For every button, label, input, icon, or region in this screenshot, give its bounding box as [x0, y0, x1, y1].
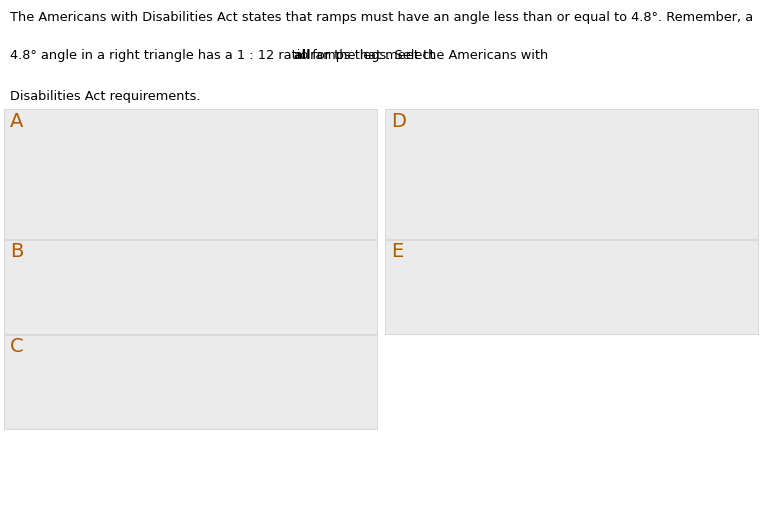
Text: D: D [391, 112, 406, 131]
Text: 120: 120 [171, 396, 193, 409]
Text: E: E [391, 242, 403, 261]
Text: 15: 15 [551, 162, 566, 175]
Text: 12: 12 [549, 312, 564, 325]
Text: 15: 15 [177, 301, 191, 313]
Text: 1: 1 [716, 290, 724, 303]
Text: Disabilities Act requirements.: Disabilities Act requirements. [10, 89, 200, 103]
Text: 10: 10 [304, 376, 319, 390]
Text: 40: 40 [235, 164, 249, 177]
Text: The Americans with Disabilities Act states that ramps must have an angle less th: The Americans with Disabilities Act stat… [10, 11, 753, 24]
Text: C: C [10, 337, 24, 356]
Text: all: all [293, 49, 311, 62]
Text: 30: 30 [192, 220, 207, 233]
Text: B: B [10, 242, 24, 261]
Text: A: A [10, 112, 24, 131]
Text: 1: 1 [300, 285, 308, 298]
Text: ramps that meet the Americans with: ramps that meet the Americans with [306, 49, 548, 62]
Text: 4.8° angle in a right triangle has a 1 : 12 ratio for the legs. Select: 4.8° angle in a right triangle has a 1 :… [10, 49, 439, 62]
Text: 2: 2 [687, 176, 694, 189]
